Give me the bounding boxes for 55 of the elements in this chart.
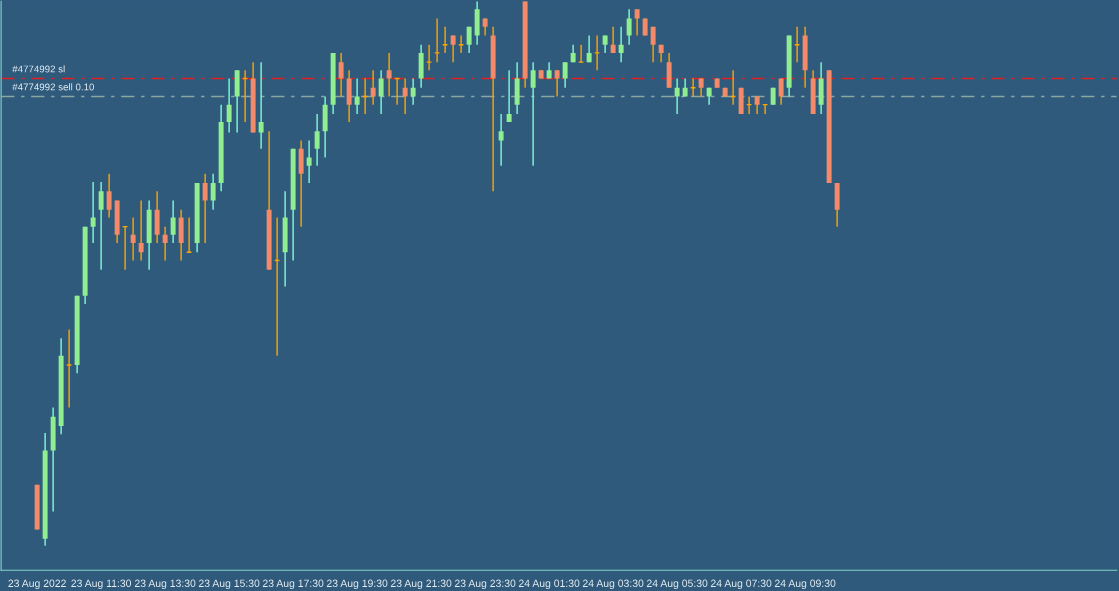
x-tick-label: 23 Aug 13:30 — [134, 579, 196, 590]
candlestick — [314, 113, 320, 167]
x-tick-label: 23 Aug 2022 — [8, 579, 66, 590]
candlestick — [498, 113, 504, 167]
candlestick — [426, 44, 433, 72]
candlestick — [626, 8, 632, 46]
candlestick — [162, 225, 168, 262]
candlestick — [506, 69, 512, 123]
candlestick — [226, 77, 232, 134]
candlestick — [90, 181, 96, 244]
candlestick — [306, 139, 312, 184]
candlestick — [66, 328, 73, 409]
x-tick-label: 24 Aug 07:30 — [710, 579, 772, 590]
candlestick — [202, 173, 208, 244]
candlestick — [130, 216, 136, 262]
candlestick — [634, 8, 640, 37]
candlestick — [402, 77, 408, 115]
candlestick — [370, 69, 376, 106]
candlestick — [650, 26, 656, 63]
ref-line-label: #4774992 sl — [12, 65, 65, 73]
candlestick — [106, 173, 112, 219]
x-tick-label: 23 Aug 17:30 — [262, 579, 324, 590]
candlestick — [450, 34, 456, 63]
candlestick — [338, 52, 344, 98]
x-tick-label: 24 Aug 03:30 — [582, 579, 644, 590]
candlestick — [210, 173, 216, 211]
x-tick-label: 23 Aug 19:30 — [326, 579, 388, 590]
x-tick-label: 23 Aug 21:30 — [390, 579, 452, 590]
candlestick — [578, 44, 585, 63]
candlestick — [594, 34, 601, 72]
candlestick — [610, 26, 616, 54]
candlestick — [778, 77, 784, 106]
candlestick — [258, 61, 264, 150]
candlestick — [378, 69, 384, 115]
candlestick — [530, 61, 536, 167]
candlestick — [386, 52, 392, 98]
x-tick-label: 24 Aug 09:30 — [774, 579, 836, 590]
x-tick-label: 24 Aug 05:30 — [646, 579, 708, 590]
candlestick — [410, 77, 416, 106]
candlestick — [562, 61, 568, 89]
candlestick — [466, 26, 472, 54]
x-tick-label: 23 Aug 23:30 — [454, 579, 516, 590]
candlestick — [98, 181, 104, 271]
ref-line-label: #4774992 sell 0.10 — [12, 83, 95, 91]
candlestick — [674, 77, 680, 115]
candlestick — [434, 17, 441, 63]
candlestick — [554, 69, 560, 98]
x-tick-label: 24 Aug 01:30 — [518, 579, 580, 590]
candlestick — [170, 199, 176, 244]
candlestick — [354, 77, 360, 115]
x-tick-label: 23 Aug 11:30 — [71, 579, 132, 590]
x-tick-label: 23 Aug 15:30 — [198, 579, 260, 590]
candlestick — [138, 199, 144, 262]
candlestick — [586, 34, 592, 63]
candlestick — [618, 26, 624, 63]
